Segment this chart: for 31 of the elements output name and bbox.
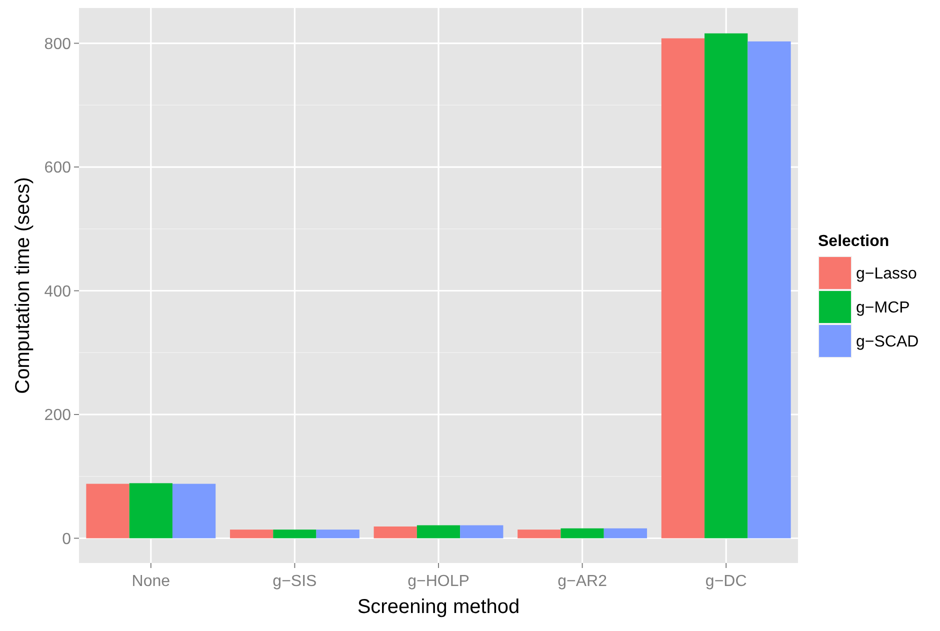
bar [661,38,705,538]
bar [316,530,360,538]
y-tick-label: 0 [62,530,72,548]
bar [460,525,504,538]
y-axis-title: Computation time (secs) [12,177,34,394]
x-axis-title: Screening method [357,596,520,618]
bar [273,530,316,538]
y-tick-label: 200 [44,407,72,424]
x-tick-label: g−SIS [272,573,317,590]
x-tick-label: None [132,573,170,590]
legend-label: g−MCP [856,300,910,317]
bar [518,530,561,538]
bar [374,526,417,538]
bar [560,528,604,538]
legend-title: Selection [818,233,890,250]
x-tick-label: g−DC [705,573,747,590]
x-tick-label: g−HOLP [408,573,470,590]
x-tick-label: g−AR2 [558,573,608,590]
y-tick-label: 600 [44,160,72,177]
bar [704,33,748,538]
bar [129,483,172,538]
legend-label: g−SCAD [856,334,919,351]
bar [86,484,130,538]
bar [604,528,648,538]
y-tick-label: 400 [44,283,72,300]
bar [748,41,791,538]
bar [172,484,216,538]
bar [416,525,460,538]
y-tick-label: 800 [44,36,72,53]
legend-label: g−Lasso [856,266,918,283]
bar [230,530,274,538]
